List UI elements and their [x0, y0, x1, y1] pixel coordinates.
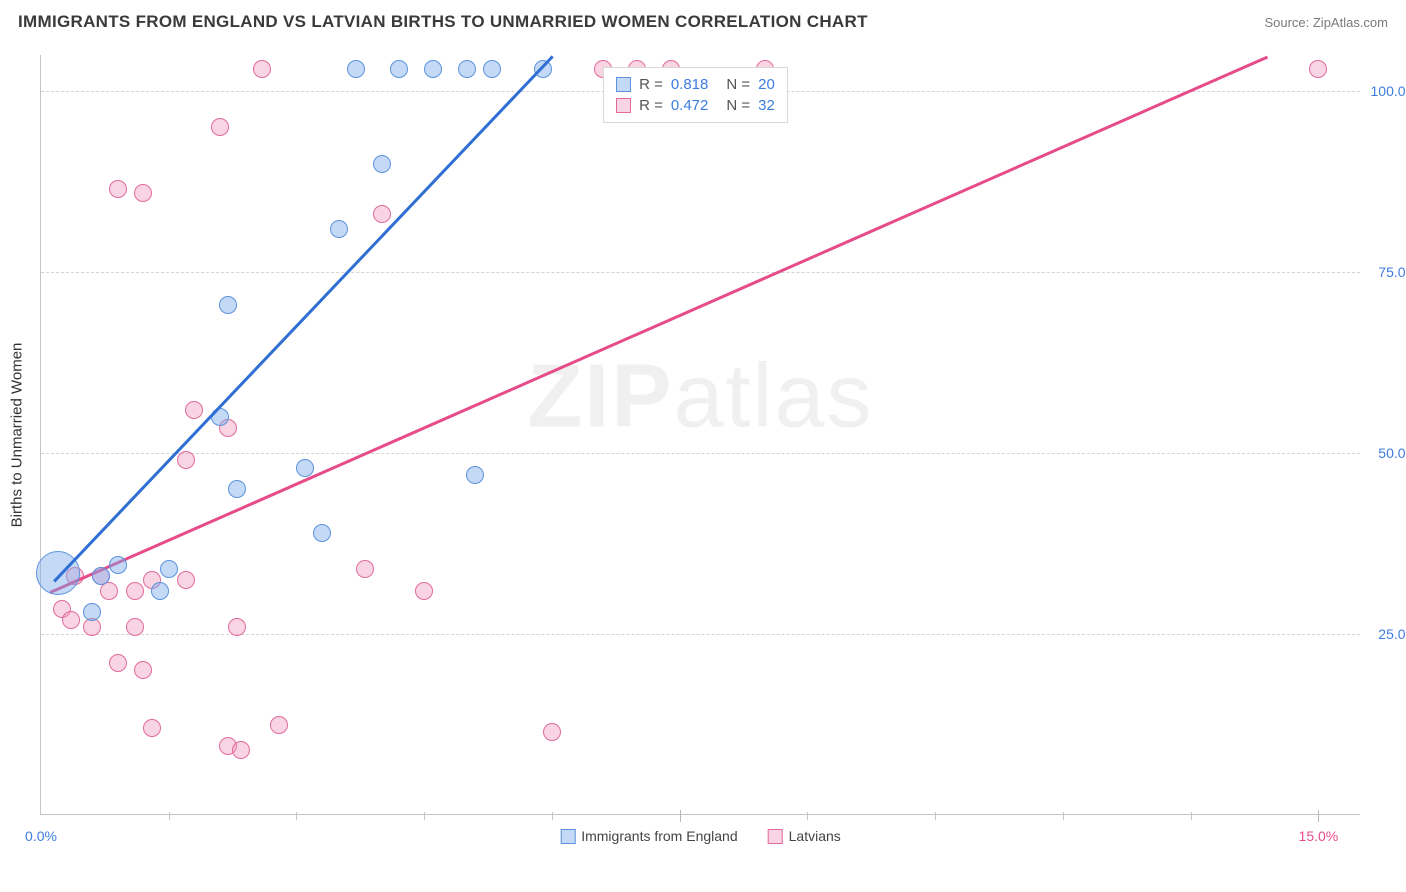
stats-n-value-england: 20 [758, 76, 775, 93]
marker-latvians [270, 716, 288, 734]
marker-england [83, 603, 101, 621]
marker-latvians [543, 723, 561, 741]
source-attribution: Source: ZipAtlas.com [1264, 15, 1388, 30]
stats-n-label: N = [726, 76, 750, 93]
y-tick-label: 25.0% [1378, 626, 1406, 642]
x-tick-minor [1191, 812, 1192, 820]
marker-england [424, 60, 442, 78]
legend-label-latvians: Latvians [789, 828, 841, 844]
y-axis-label: Births to Unmarried Women [9, 342, 26, 527]
marker-england [92, 567, 110, 585]
marker-latvians [1309, 60, 1327, 78]
marker-latvians [228, 618, 246, 636]
gridline-h [41, 453, 1360, 454]
x-tick-major [680, 810, 681, 822]
stats-box: R = 0.818 N = 20 R = 0.472 N = 32 [603, 67, 788, 123]
stats-swatch-england [616, 77, 631, 92]
marker-england [483, 60, 501, 78]
marker-england [109, 556, 127, 574]
stats-n-value-latvians: 32 [758, 97, 775, 114]
marker-england [330, 220, 348, 238]
x-tick-label: 15.0% [1299, 828, 1339, 844]
marker-england [228, 480, 246, 498]
marker-england [373, 155, 391, 173]
marker-latvians [109, 654, 127, 672]
x-tick-minor [935, 812, 936, 820]
stats-swatch-latvians [616, 98, 631, 113]
y-tick-label: 50.0% [1378, 445, 1406, 461]
stats-r-label: R = [639, 97, 663, 114]
marker-england [390, 60, 408, 78]
x-tick-minor [1063, 812, 1064, 820]
legend-label-england: Immigrants from England [581, 828, 737, 844]
source-name: ZipAtlas.com [1313, 15, 1388, 30]
marker-latvians [126, 618, 144, 636]
gridline-h [41, 272, 1360, 273]
marker-latvians [62, 611, 80, 629]
x-tick-label: 0.0% [25, 828, 57, 844]
x-tick-minor [552, 812, 553, 820]
chart-header: IMMIGRANTS FROM ENGLAND VS LATVIAN BIRTH… [0, 0, 1406, 40]
legend-swatch-latvians [768, 829, 783, 844]
trendline-england [53, 55, 553, 581]
scatter-chart: Births to Unmarried Women ZIPatlas Immig… [40, 55, 1360, 815]
marker-latvians [373, 205, 391, 223]
stats-n-label: N = [726, 97, 750, 114]
marker-england [458, 60, 476, 78]
legend-item-england: Immigrants from England [560, 828, 737, 844]
marker-latvians [356, 560, 374, 578]
stats-row-latvians: R = 0.472 N = 32 [616, 95, 775, 116]
marker-england [160, 560, 178, 578]
marker-england [347, 60, 365, 78]
trendline-latvians [49, 55, 1268, 593]
marker-latvians [415, 582, 433, 600]
legend-swatch-england [560, 829, 575, 844]
marker-latvians [185, 401, 203, 419]
marker-england [466, 466, 484, 484]
marker-latvians [134, 184, 152, 202]
marker-latvians [253, 60, 271, 78]
marker-england [296, 459, 314, 477]
marker-latvians [177, 571, 195, 589]
marker-latvians [126, 582, 144, 600]
watermark-light: atlas [673, 346, 873, 446]
stats-row-england: R = 0.818 N = 20 [616, 74, 775, 95]
chart-title: IMMIGRANTS FROM ENGLAND VS LATVIAN BIRTH… [18, 12, 868, 32]
x-tick-minor [807, 812, 808, 820]
x-tick-minor [169, 812, 170, 820]
x-tick-minor [296, 812, 297, 820]
source-prefix: Source: [1264, 15, 1312, 30]
marker-latvians [211, 118, 229, 136]
marker-latvians [143, 719, 161, 737]
marker-latvians [134, 661, 152, 679]
stats-r-label: R = [639, 76, 663, 93]
marker-england [313, 524, 331, 542]
bottom-legend: Immigrants from England Latvians [560, 828, 841, 844]
x-tick-major [1318, 810, 1319, 822]
marker-england [151, 582, 169, 600]
marker-england [219, 296, 237, 314]
x-tick-minor [424, 812, 425, 820]
stats-r-value-latvians: 0.472 [671, 97, 709, 114]
marker-latvians [109, 180, 127, 198]
y-tick-label: 75.0% [1378, 264, 1406, 280]
marker-latvians [177, 451, 195, 469]
legend-item-latvians: Latvians [768, 828, 841, 844]
y-tick-label: 100.0% [1371, 83, 1406, 99]
watermark-bold: ZIP [527, 346, 673, 446]
marker-latvians [232, 741, 250, 759]
stats-r-value-england: 0.818 [671, 76, 709, 93]
